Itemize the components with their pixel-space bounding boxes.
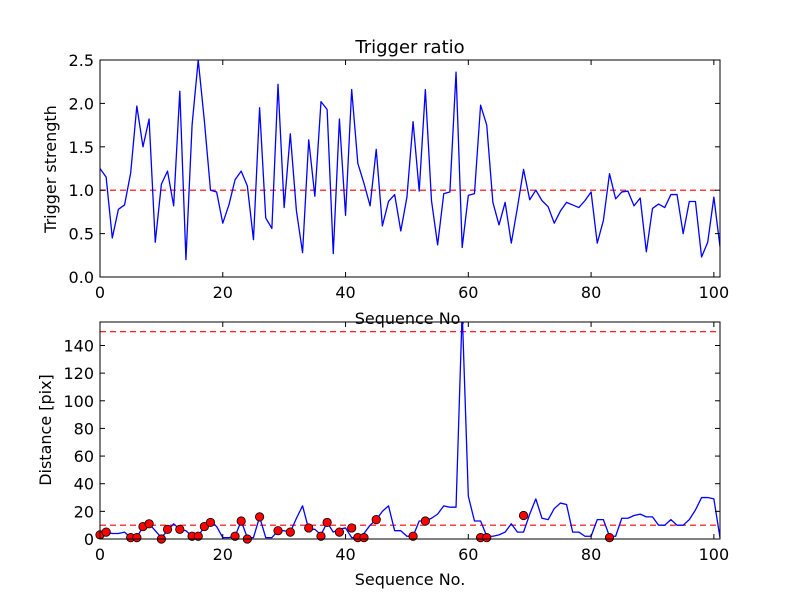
top-x-axis-label: Sequence No. bbox=[355, 309, 466, 328]
bot-y-tick-label-0: 0 bbox=[84, 530, 94, 549]
top-x-tick-label-5: 100 bbox=[699, 283, 730, 302]
bot-marker-point-5 bbox=[144, 519, 154, 529]
bot-y-tick-label-7: 140 bbox=[63, 336, 94, 355]
bot-y-tick-label-2: 40 bbox=[74, 475, 94, 494]
bot-marker-point-12 bbox=[205, 517, 216, 528]
bot-y-tick-label-3: 60 bbox=[74, 447, 94, 466]
bot-y-tick-label-4: 80 bbox=[74, 419, 94, 438]
top-plot-frame bbox=[99, 59, 721, 278]
top-x-tick-label-4: 80 bbox=[581, 283, 601, 302]
bot-y-tick-label-5: 100 bbox=[63, 392, 94, 411]
top-y-axis-label: Trigger strength bbox=[41, 105, 60, 234]
bottom-data-series bbox=[100, 322, 720, 539]
top-y-tick-label-3: 1.5 bbox=[69, 138, 94, 157]
top-y-tick-label-1: 0.5 bbox=[69, 225, 94, 244]
top-axis-ticks: 0 20 40 60 80 100 0.0 0.5 1.0 1.5 2.0 2.5 bbox=[69, 51, 730, 302]
bot-marker-point-20 bbox=[316, 531, 326, 541]
bot-x-tick-label-2: 40 bbox=[335, 545, 355, 564]
bottom-x-axis-label: Sequence No. bbox=[355, 570, 466, 589]
bottom-chart-panel: 0 20 40 60 80 100 0 20 40 60 80 100 120 140 Sequence … bbox=[36, 321, 729, 589]
bottom-marker-points bbox=[95, 510, 615, 544]
bot-marker-point-14 bbox=[236, 516, 246, 526]
bot-marker-point-27 bbox=[408, 531, 418, 541]
bot-x-tick-label-5: 100 bbox=[699, 545, 730, 564]
top-chart-title: Trigger ratio bbox=[354, 37, 464, 58]
top-x-tick-label-1: 20 bbox=[213, 283, 233, 302]
bot-y-tick-label-6: 120 bbox=[63, 364, 94, 383]
bottom-threshold-lines bbox=[100, 331, 720, 526]
bot-marker-point-18 bbox=[285, 527, 295, 537]
bottom-plot-frame bbox=[99, 321, 721, 540]
top-data-series bbox=[100, 60, 720, 261]
bot-marker-point-16 bbox=[255, 512, 265, 522]
top-chart-panel: Trigger ratio 0 20 40 60 80 100 0.0 0.5 1.0 1.5 2.… bbox=[41, 37, 729, 328]
bottom-y-axis-label: Distance [pix] bbox=[36, 374, 55, 486]
bot-marker-point-25 bbox=[359, 533, 369, 543]
bot-marker-point-31 bbox=[518, 510, 529, 521]
bot-marker-point-19 bbox=[304, 523, 314, 533]
bot-x-tick-label-0: 0 bbox=[95, 545, 105, 564]
top-y-tick-label-5: 2.5 bbox=[69, 51, 94, 70]
top-y-tick-label-0: 0.0 bbox=[69, 268, 94, 287]
bot-marker-point-30 bbox=[482, 533, 492, 543]
top-x-tick-label-0: 0 bbox=[95, 283, 105, 302]
bot-marker-point-22 bbox=[334, 527, 345, 537]
bot-marker-point-17 bbox=[273, 526, 283, 536]
top-x-tick-label-2: 40 bbox=[335, 283, 355, 302]
bottom-axis-ticks: 0 20 40 60 80 100 0 20 40 60 80 100 120 140 bbox=[63, 322, 729, 564]
bot-marker-point-23 bbox=[347, 523, 357, 533]
bot-marker-point-3 bbox=[132, 533, 142, 543]
bot-marker-point-32 bbox=[604, 533, 615, 543]
bot-marker-point-28 bbox=[420, 516, 430, 526]
bot-marker-point-10 bbox=[193, 531, 203, 541]
bot-marker-point-8 bbox=[175, 524, 185, 534]
bot-x-tick-label-4: 80 bbox=[581, 545, 601, 564]
top-y-tick-label-2: 1.0 bbox=[69, 181, 94, 200]
bot-marker-point-26 bbox=[371, 515, 381, 525]
bot-y-tick-label-1: 20 bbox=[74, 502, 94, 521]
top-x-tick-label-3: 60 bbox=[458, 283, 478, 302]
bot-marker-point-1 bbox=[101, 527, 111, 537]
top-y-tick-label-4: 2.0 bbox=[69, 94, 94, 113]
bot-marker-point-21 bbox=[322, 517, 332, 528]
top-series-line-0 bbox=[100, 60, 720, 261]
bot-series-line-0 bbox=[100, 322, 720, 539]
bot-marker-point-7 bbox=[162, 524, 173, 534]
bot-x-tick-label-1: 20 bbox=[213, 545, 233, 564]
bot-x-tick-label-3: 60 bbox=[458, 545, 478, 564]
bot-marker-point-13 bbox=[230, 531, 240, 541]
